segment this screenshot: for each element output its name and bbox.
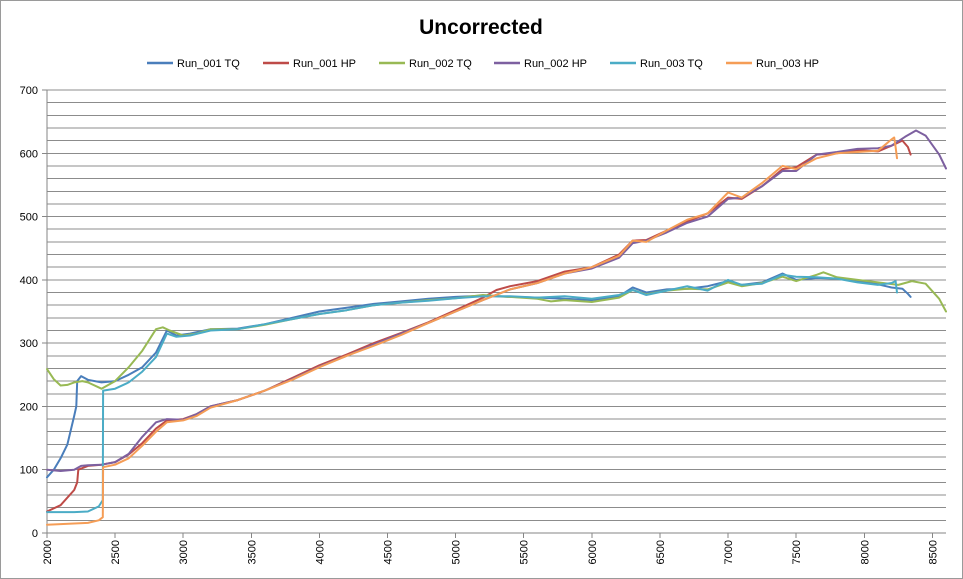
x-tick-label: 6000 [587,540,599,564]
chart-title: Uncorrected [419,16,543,39]
legend-label: Run_003 HP [756,58,819,70]
x-tick-label: 2500 [110,540,122,564]
x-tick-label: 8500 [927,540,939,564]
x-tick-label: 8000 [859,540,871,564]
y-tick-label: 600 [20,148,38,160]
x-tick-label: 3500 [246,540,258,564]
x-tick-label: 4500 [383,540,395,564]
legend-label: Run_003 TQ [640,58,703,70]
legend-label: Run_001 HP [293,58,356,70]
gridlines [47,89,946,521]
series-line-run-002-tq [46,271,947,390]
y-tick-label: 0 [32,528,38,540]
x-tick-label: 5500 [519,540,531,564]
x-tick-label: 6500 [655,540,667,564]
series-line-run-003-hp [46,136,898,526]
series-line-run-001-tq [46,272,912,479]
y-tick-label: 700 [20,85,38,97]
x-tick-label: 2000 [42,540,54,564]
series-line-run-003-tq [46,273,898,514]
legend-label: Run_002 HP [524,58,587,70]
x-tick-label: 3000 [178,540,190,564]
x-tick-label: 4000 [314,540,326,564]
x-tick-label: 7500 [791,540,803,564]
y-tick-label: 200 [20,401,38,413]
x-tick-label: 5000 [451,540,463,564]
legend: Run_001 TQ Run_001 HP Run_002 TQ Run_002 HP… [147,58,819,70]
series-layer [46,129,947,526]
legend-label: Run_001 TQ [177,58,240,70]
legend-label: Run_002 TQ [409,58,472,70]
y-tick-label: 300 [20,338,38,350]
axes: 0 100 200 300 400 500 600 700 2000 2500 3000 3500 40… [20,85,946,564]
y-tick-label: 500 [20,212,38,224]
y-tick-label: 100 [20,465,38,477]
y-tick-label: 400 [20,275,38,287]
x-tick-label: 7000 [723,540,735,564]
